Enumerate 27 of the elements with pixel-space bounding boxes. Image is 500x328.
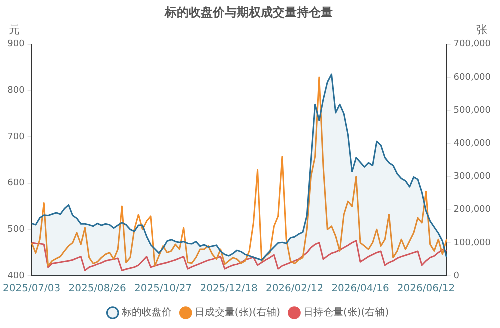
- y-tick-label: 400: [8, 271, 26, 282]
- legend-label: 日持仓量(张)(右轴): [304, 306, 390, 319]
- chart-title: 标的收盘价与期权成交量持仓量: [164, 5, 333, 20]
- x-tick-label: 2026/06/12: [397, 284, 456, 295]
- x-tick-label: 2026/02/12: [266, 284, 324, 295]
- y-tick-label: 900: [8, 40, 26, 50]
- y2-tick-label: 100,000: [454, 238, 492, 248]
- y2-tick-label: 0: [454, 271, 460, 282]
- y-tick-label: 700: [8, 132, 26, 142]
- x-tick-label: 2026/04/16: [332, 284, 390, 295]
- y2-tick-label: 300,000: [454, 172, 492, 182]
- x-tick-label: 2025/10/27: [134, 284, 192, 295]
- y2-tick-label: 600,000: [454, 72, 492, 83]
- y-axis-title: 元: [9, 23, 20, 36]
- y-tick-label: 600: [8, 178, 26, 189]
- legend-label: 标的收盘价: [120, 306, 172, 319]
- y2-tick-label: 400,000: [454, 139, 492, 149]
- y2-tick-label: 500,000: [454, 106, 492, 116]
- x-tick-label: 2025/12/18: [200, 284, 258, 295]
- y-tick-label: 500: [8, 225, 26, 236]
- y2-axis-title: 张: [476, 23, 488, 36]
- x-tick-label: 2025/08/26: [68, 284, 126, 295]
- y2-tick-label: 700,000: [454, 40, 492, 50]
- x-tick-label: 2025/07/03: [3, 284, 61, 295]
- y-tick-label: 800: [8, 86, 26, 96]
- legend-label: 日成交量(张)(右轴): [194, 306, 281, 319]
- y2-tick-label: 200,000: [454, 205, 492, 216]
